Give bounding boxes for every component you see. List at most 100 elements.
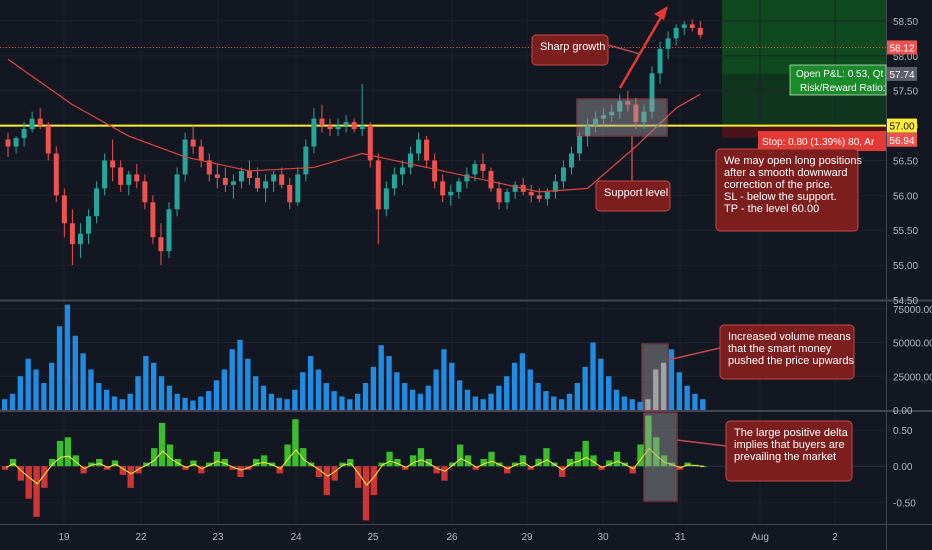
candle-body — [214, 174, 220, 178]
candle-body — [432, 160, 438, 182]
price-y-tick-label: 54.50 — [893, 296, 918, 307]
overlay-annotations: Open P&L: 0.53, Qt Risk/Reward Ratio: Stop… — [531, 6, 887, 502]
price-y-tick-label: 56.50 — [893, 156, 918, 167]
delta-bar — [488, 451, 495, 467]
candle-body — [375, 160, 381, 210]
volume-bar — [158, 376, 165, 410]
delta-bar — [260, 455, 268, 467]
delta-bar — [284, 444, 291, 467]
x-tick-label: 25 — [367, 532, 379, 543]
volume-bar — [205, 391, 212, 410]
volume-bar — [300, 372, 306, 410]
delta-bar — [566, 458, 574, 467]
volume-y-tick-label: 75000.00 — [893, 305, 932, 316]
candle-body — [222, 177, 228, 185]
trade-idea-note-line: SL - below the support. — [724, 191, 837, 203]
x-tick-label: Aug — [751, 532, 769, 543]
delta-note-box — [725, 420, 853, 482]
stop-label: Stop: 0.80 (1.39%) 80, Ar — [762, 137, 875, 148]
volume-bar — [590, 342, 596, 410]
delta-bar — [684, 462, 691, 467]
delta-bar — [394, 458, 401, 467]
candle-body — [697, 27, 703, 35]
candle-body — [496, 188, 502, 203]
candle-body — [110, 160, 116, 168]
volume-y-tick-label: 50000.00 — [893, 339, 932, 350]
volume-bar — [582, 366, 588, 410]
volume-bar — [119, 399, 126, 410]
delta-bar — [472, 466, 480, 470]
volume-bar — [323, 383, 329, 410]
delta-bar — [127, 466, 134, 488]
trade-idea-note-line: correction of the price. — [724, 179, 833, 191]
delta-bar — [355, 466, 362, 488]
delta-bar — [182, 466, 189, 470]
candle-body — [327, 125, 333, 130]
volume-bar — [370, 366, 377, 410]
candle-body — [480, 163, 486, 171]
delta-note-line: implies that buyers are — [734, 439, 845, 451]
volume-bar — [260, 385, 267, 410]
candle-body — [536, 195, 542, 199]
candle-body — [319, 118, 325, 126]
candle-body — [343, 122, 349, 126]
candle-body — [255, 177, 261, 189]
candle-body — [29, 118, 35, 130]
volume-bar — [535, 383, 541, 410]
candle-body — [440, 181, 446, 196]
volume-note-line: that the smart money — [728, 343, 832, 355]
delta-bar — [103, 466, 111, 470]
volume-bar — [692, 393, 698, 410]
candle-body — [61, 195, 67, 224]
candle-body — [641, 111, 647, 123]
candle-body — [424, 139, 430, 161]
candle-body — [625, 101, 631, 105]
volume-bar — [213, 380, 220, 410]
delta-bar — [456, 444, 464, 467]
candle-body — [383, 188, 389, 210]
volume-bar — [676, 372, 682, 410]
delta-note-pointer — [676, 439, 727, 447]
volume-bar — [684, 385, 690, 410]
candle-body — [118, 167, 124, 185]
candle-body — [102, 160, 108, 189]
delta-bar — [135, 466, 142, 474]
candle-body — [569, 153, 574, 168]
volume-bar — [96, 383, 102, 410]
candle-body — [601, 115, 607, 119]
x-tick-label: 23 — [212, 532, 224, 543]
volume-bar — [606, 376, 612, 410]
delta-bar — [339, 462, 346, 467]
profit-zone — [722, 0, 886, 74]
volume-bar — [49, 362, 55, 410]
candle-body — [649, 73, 655, 112]
delta-bar — [72, 455, 79, 467]
delta-panel — [0, 415, 886, 521]
delta-bar — [598, 466, 605, 470]
delta-bar — [119, 466, 127, 475]
candle-body — [158, 237, 164, 252]
candle-body — [150, 202, 156, 238]
candle-body — [681, 24, 687, 28]
delta-bar — [504, 466, 511, 474]
candle-body — [37, 118, 43, 126]
candle-body — [77, 233, 83, 245]
open-pnl-label: Open P&L: 0.53, Qt — [796, 69, 883, 80]
candle-body — [577, 136, 583, 154]
delta-bar — [543, 448, 550, 467]
volume-note-pointer — [667, 347, 721, 361]
volume-bar — [307, 356, 314, 410]
volume-bar — [527, 369, 533, 410]
volume-bar — [504, 376, 510, 410]
delta-bar — [660, 455, 668, 467]
volume-bar — [456, 380, 463, 410]
volume-bar — [182, 397, 188, 410]
delta-bar — [174, 458, 181, 467]
x-tick-label: 29 — [521, 532, 533, 543]
trade-idea-note-line: TP - the level 60.00 — [724, 203, 819, 215]
volume-bar — [229, 349, 235, 410]
delta-bar — [2, 466, 9, 470]
delta-bar — [417, 448, 425, 467]
volume-note-line: Increased volume means — [728, 331, 851, 343]
volume-bar — [56, 326, 63, 410]
